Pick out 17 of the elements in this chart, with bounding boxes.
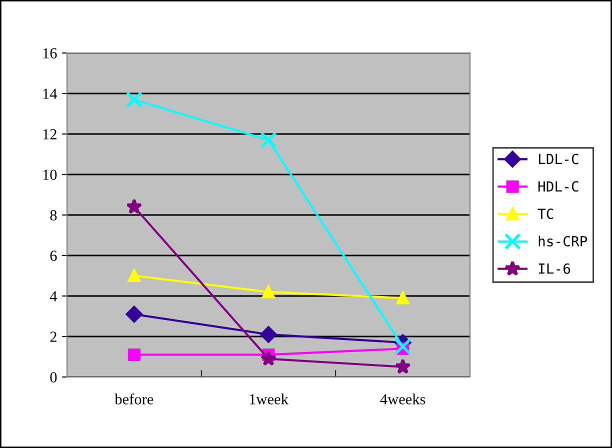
x-tick-label: 1week	[250, 394, 288, 404]
x-tick-label: before	[114, 394, 154, 404]
y-tick-label: 16	[43, 48, 57, 58]
legend-label: HDL-C	[538, 181, 578, 192]
legend-label: TC	[538, 208, 554, 220]
x-tick-label: 4weeks	[380, 394, 426, 404]
y-tick-label: 8	[50, 210, 57, 220]
y-tick-label: 14	[43, 88, 58, 99]
y-tick-label: 2	[50, 332, 56, 342]
y-tick-label: 6	[50, 250, 57, 261]
legend-label: IL-6	[538, 263, 570, 274]
y-tick-label: 12	[43, 129, 56, 140]
legend-label: hs-CRP	[538, 236, 588, 246]
legend-label: LDL-C	[538, 154, 578, 164]
y-tick-label: 4	[50, 291, 58, 302]
y-tick-label: 10	[43, 170, 57, 180]
y-tick-label: 0	[50, 372, 57, 382]
